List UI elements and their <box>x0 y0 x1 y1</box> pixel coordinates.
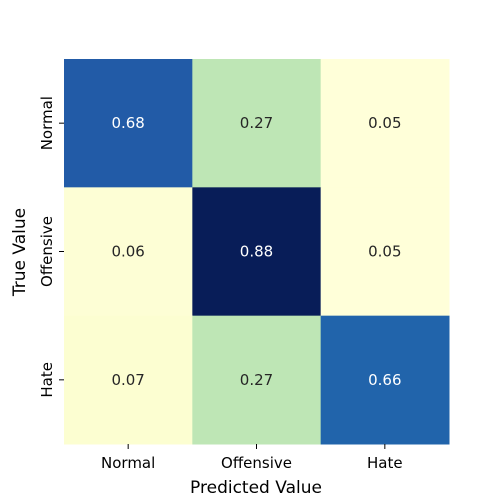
y-tick-label: Hate <box>38 362 56 398</box>
cell-value-label: 0.27 <box>240 114 273 132</box>
cell-value-label: 0.07 <box>111 371 144 389</box>
y-axis-ticks: Normal Offensive Hate <box>38 96 64 398</box>
x-axis-ticks: Normal Offensive Hate <box>101 444 403 472</box>
cell-value-label: 0.88 <box>240 243 273 261</box>
heatmap-cell <box>192 187 322 317</box>
y-tick-label: Normal <box>38 96 56 150</box>
x-tick-label: Offensive <box>221 454 292 472</box>
heatmap-cells <box>64 59 450 445</box>
cell-value-label: 0.06 <box>111 243 144 261</box>
x-axis-label: Predicted Value <box>190 478 322 498</box>
heatmap-cell <box>64 315 193 445</box>
cell-value-label: 0.66 <box>368 371 401 389</box>
cell-value-label: 0.68 <box>111 114 144 132</box>
y-tick-label: Offensive <box>38 216 56 287</box>
heatmap-cell <box>320 315 450 445</box>
y-axis-label: True Value <box>10 208 30 297</box>
x-tick-label: Normal <box>101 454 155 472</box>
cell-value-label: 0.27 <box>240 371 273 389</box>
heatmap-cell <box>320 59 450 188</box>
heatmap-cell <box>64 187 193 317</box>
heatmap-cell <box>320 187 450 317</box>
cell-value-label: 0.05 <box>368 114 401 132</box>
heatmap-cell <box>64 59 193 188</box>
x-tick-label: Hate <box>367 454 403 472</box>
cell-value-labels: 0.68 0.27 0.05 0.06 0.88 0.05 0.07 0.27 0.66 <box>111 114 401 389</box>
heatmap-cell <box>192 59 322 188</box>
heatmap-cell <box>192 315 322 445</box>
cell-value-label: 0.05 <box>368 243 401 261</box>
